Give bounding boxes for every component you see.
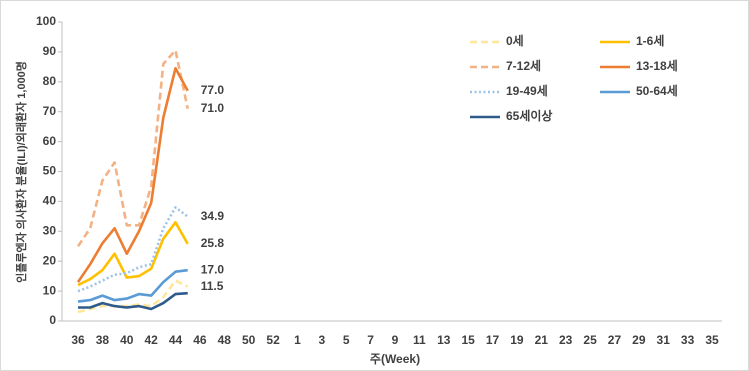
- y-axis-label: 인플루엔자 의사환자 분율(ILI)/외래환자 1,000명: [14, 61, 28, 283]
- x-axis-label: 주(Week): [370, 352, 420, 366]
- y-tick-label: 0: [49, 313, 56, 327]
- x-tick-label: 11: [413, 333, 426, 347]
- legend-label: 0세: [506, 33, 524, 48]
- y-tick-label: 50: [43, 164, 57, 178]
- x-tick-label: 13: [437, 333, 451, 347]
- series-line: [78, 291, 188, 311]
- y-tick-label: 40: [43, 194, 57, 208]
- x-tick-label: 7: [367, 333, 374, 347]
- x-tick-label: 44: [169, 333, 183, 347]
- x-tick-label: 9: [392, 333, 399, 347]
- x-tick-label: 48: [218, 333, 232, 347]
- legend-label: 50-64세: [636, 83, 678, 98]
- legend-label: 65세이상: [506, 108, 552, 123]
- x-tick-label: 15: [461, 333, 475, 347]
- series-line: [77, 268, 188, 303]
- x-tick-label: 17: [486, 333, 500, 347]
- x-tick-label: 21: [535, 333, 549, 347]
- x-tick-label: 23: [559, 333, 573, 347]
- x-tick-label: 50: [242, 333, 256, 347]
- x-tick-label: 19: [510, 333, 524, 347]
- x-tick-label: 42: [144, 333, 158, 347]
- x-tick-label: 38: [96, 333, 110, 347]
- y-tick-label: 90: [43, 44, 57, 58]
- x-tick-label: 40: [120, 333, 134, 347]
- x-tick-label: 27: [608, 333, 622, 347]
- y-tick-label: 60: [43, 134, 57, 148]
- x-tick-label: 29: [632, 333, 646, 347]
- series-line: [77, 206, 189, 293]
- data-label: 17.0: [201, 262, 225, 276]
- series-line: [76, 67, 189, 283]
- series-line: [77, 279, 189, 314]
- x-tick-label: 35: [705, 333, 719, 347]
- x-tick-label: 5: [343, 333, 350, 347]
- y-tick-label: 10: [43, 283, 57, 297]
- x-tick-label: 25: [583, 333, 597, 347]
- x-tick-label: 46: [193, 333, 207, 347]
- legend-label: 7-12세: [506, 58, 541, 73]
- data-label: 11.5: [201, 279, 224, 293]
- x-tick-label: 52: [266, 333, 280, 347]
- series-line: [77, 221, 189, 287]
- legend-label: 19-49세: [506, 83, 548, 98]
- x-tick-label: 3: [319, 333, 326, 347]
- legend-label: 1-6세: [636, 33, 664, 48]
- x-tick-label: 1: [294, 333, 301, 347]
- x-tick-label: 31: [657, 333, 671, 347]
- legend-label: 13-18세: [636, 58, 678, 73]
- x-tick-label: 33: [681, 333, 695, 347]
- series-line: [76, 49, 189, 248]
- y-tick-label: 70: [43, 104, 57, 118]
- x-tick-label: 36: [71, 333, 85, 347]
- data-label: 34.9: [201, 209, 225, 223]
- data-label: 77.0: [201, 83, 225, 97]
- y-tick-label: 80: [43, 74, 57, 88]
- y-tick-label: 30: [43, 223, 57, 237]
- data-label: 71.0: [201, 101, 225, 115]
- data-label: 25.8: [201, 236, 225, 250]
- y-tick-label: 20: [43, 253, 57, 267]
- y-tick-label: 100: [36, 14, 56, 28]
